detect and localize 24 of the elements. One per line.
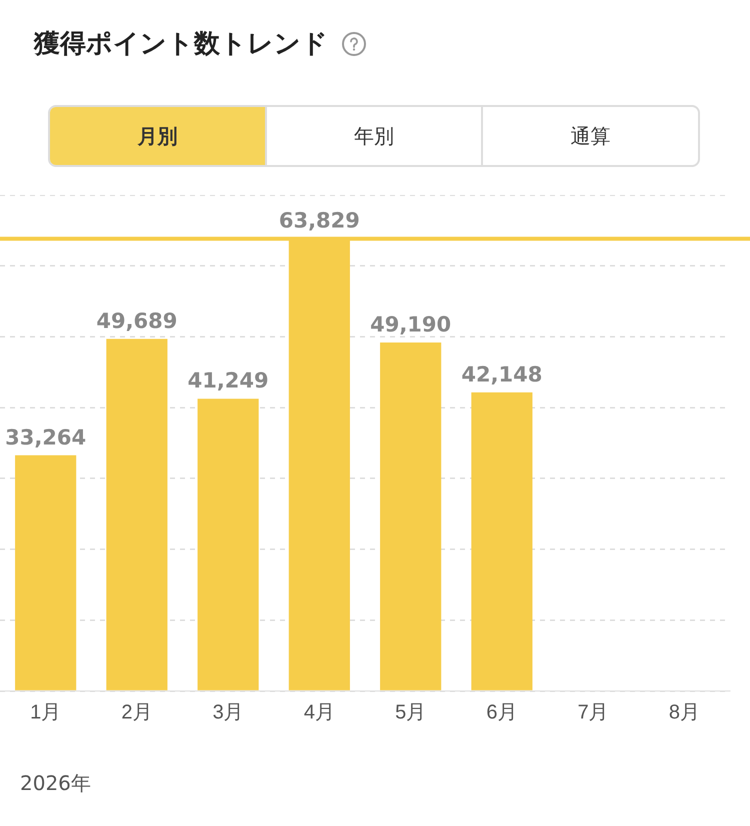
bar	[106, 338, 168, 690]
text: 年別	[264, 107, 482, 165]
text: 2026年	[20, 770, 91, 797]
bar	[380, 342, 442, 690]
x-tick-label: 1月	[30, 702, 62, 724]
x-tick-label: 3月	[212, 702, 244, 724]
data-label: 33,264	[5, 425, 86, 450]
data-label: 41,249	[188, 368, 269, 393]
text: 月別	[50, 107, 265, 165]
text: 通算	[481, 107, 698, 165]
bar	[15, 455, 76, 690]
bar	[471, 392, 532, 690]
data-label: 49,190	[370, 312, 452, 336]
x-tick-label: 5月	[395, 702, 426, 724]
x-tick-label: 8月	[668, 702, 700, 724]
bar	[198, 398, 259, 690]
data-label: 42,148	[461, 362, 542, 386]
chart-title: 獲得ポイント数トレンド	[34, 28, 329, 61]
data-label: 49,689	[96, 308, 178, 333]
x-tick-label: 6月	[486, 702, 518, 724]
x-tick-label: 4月	[304, 702, 335, 724]
x-tick-label: 2月	[121, 702, 152, 724]
data-label: 63,829	[278, 208, 360, 233]
x-tick-label: 7月	[578, 702, 609, 724]
